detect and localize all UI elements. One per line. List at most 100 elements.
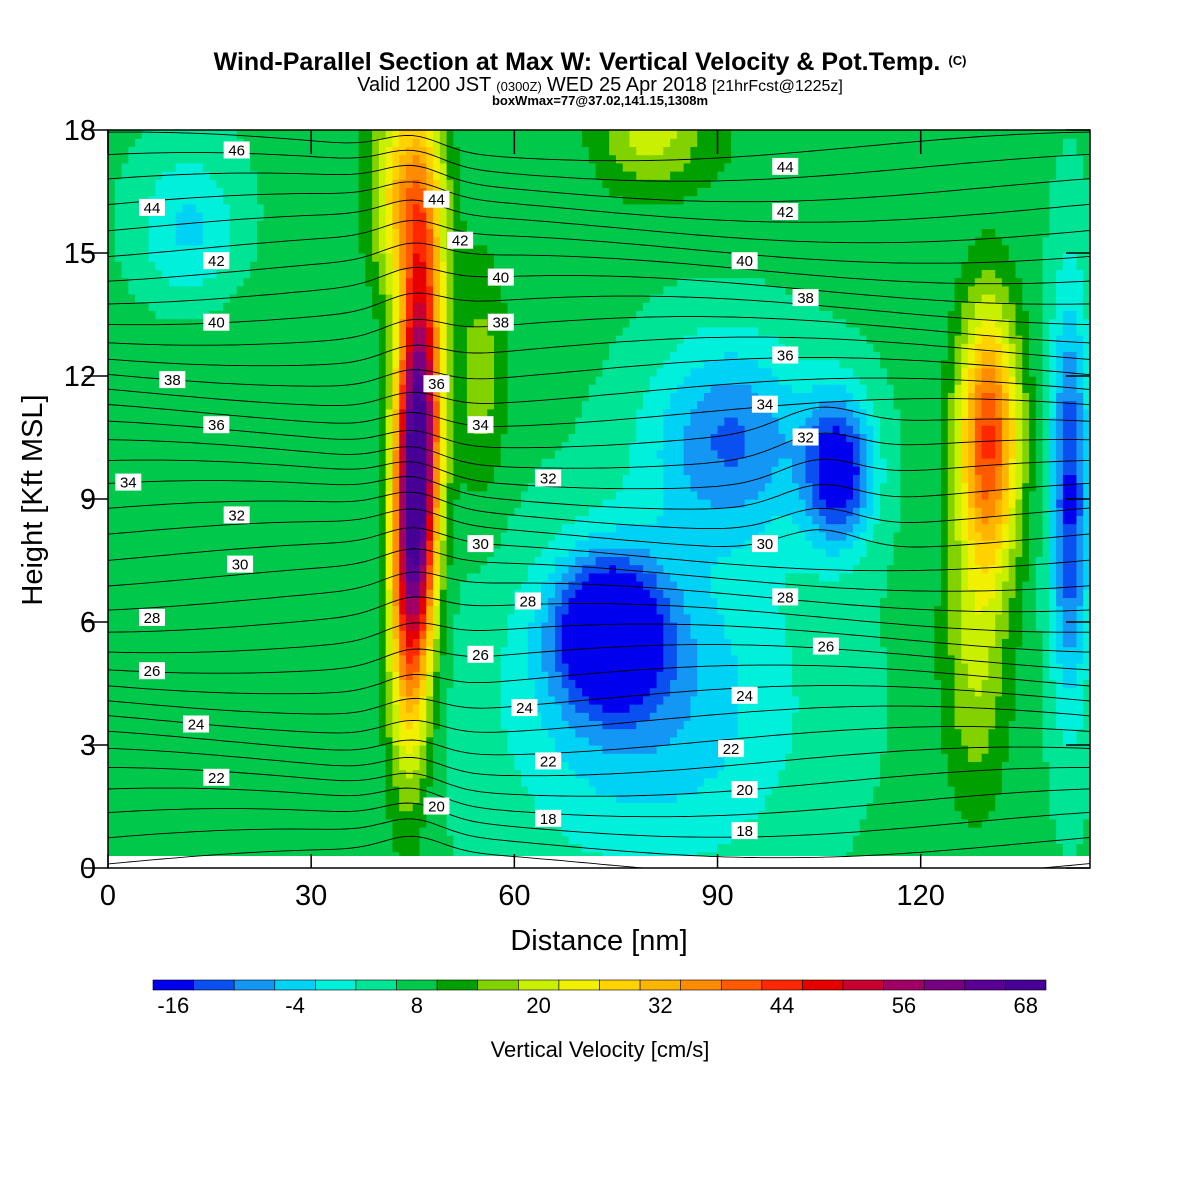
velocity-cell — [426, 277, 434, 287]
velocity-cell — [236, 343, 245, 352]
velocity-cell — [372, 777, 380, 787]
velocity-cell — [405, 130, 414, 139]
velocity-cell — [405, 728, 414, 738]
velocity-cell — [229, 745, 238, 754]
velocity-cell — [290, 605, 299, 615]
velocity-cell — [439, 827, 448, 836]
velocity-cell — [189, 499, 197, 508]
velocity-cell — [121, 162, 129, 172]
velocity-cell — [290, 515, 299, 525]
velocity-cell — [378, 556, 387, 566]
velocity-cell — [412, 499, 421, 508]
velocity-cell — [317, 499, 326, 508]
velocity-cell — [196, 810, 204, 820]
velocity-cell — [155, 343, 163, 352]
velocity-cell — [473, 212, 482, 221]
velocity-cell — [453, 490, 461, 500]
velocity-cell — [168, 162, 177, 172]
velocity-cell — [324, 351, 333, 361]
velocity-cell — [135, 367, 143, 377]
velocity-cell — [182, 449, 190, 459]
velocity-cell — [229, 171, 238, 180]
velocity-cell — [297, 736, 305, 746]
velocity-cell — [426, 294, 434, 303]
velocity-cell — [135, 695, 143, 705]
velocity-cell — [277, 244, 285, 254]
velocity-cell — [155, 482, 163, 492]
velocity-cell — [189, 212, 197, 221]
velocity-cell — [392, 613, 400, 623]
velocity-cell — [378, 458, 387, 467]
velocity-cell — [135, 564, 143, 574]
velocity-cell — [460, 277, 468, 287]
velocity-cell — [480, 597, 488, 607]
velocity-cell — [331, 630, 339, 639]
velocity-cell — [311, 507, 319, 516]
velocity-cell — [196, 392, 204, 402]
velocity-cell — [439, 146, 448, 156]
velocity-cell — [466, 187, 475, 197]
velocity-cell — [426, 761, 434, 771]
velocity-cell — [290, 146, 299, 156]
velocity-cell — [236, 162, 245, 172]
velocity-cell — [128, 195, 136, 205]
velocity-cell — [460, 269, 468, 279]
velocity-cell — [168, 474, 177, 484]
velocity-cell — [182, 343, 190, 352]
velocity-cell — [148, 179, 157, 188]
velocity-cell — [182, 622, 190, 631]
velocity-cell — [182, 417, 190, 426]
velocity-cell — [378, 843, 387, 853]
velocity-cell — [175, 663, 184, 672]
velocity-cell — [405, 704, 414, 713]
velocity-cell — [345, 203, 353, 213]
velocity-cell — [135, 613, 143, 623]
velocity-cell — [135, 720, 143, 730]
velocity-cell — [121, 490, 129, 500]
velocity-cell — [311, 802, 319, 812]
velocity-cell — [209, 138, 217, 147]
velocity-cell — [243, 605, 251, 615]
velocity-cell — [378, 359, 387, 369]
velocity-cell — [209, 843, 217, 853]
velocity-cell — [324, 794, 333, 803]
velocity-cell — [189, 138, 197, 147]
velocity-cell — [412, 277, 421, 287]
velocity-cell — [243, 531, 251, 541]
velocity-cell — [223, 720, 231, 730]
velocity-cell — [209, 400, 217, 410]
velocity-cell — [446, 433, 454, 443]
velocity-cell — [345, 376, 353, 385]
velocity-cell — [372, 835, 380, 844]
velocity-cell — [284, 277, 292, 287]
velocity-cell — [223, 376, 231, 385]
velocity-cell — [297, 425, 305, 434]
velocity-cell — [209, 622, 217, 631]
velocity-cell — [229, 761, 238, 771]
velocity-cell — [148, 540, 157, 549]
velocity-cell — [196, 146, 204, 156]
velocity-cell — [135, 228, 143, 238]
velocity-cell — [385, 679, 394, 689]
velocity-cell — [439, 400, 448, 410]
velocity-cell — [155, 212, 163, 221]
velocity-cell — [182, 171, 190, 180]
velocity-cell — [196, 154, 204, 164]
velocity-cell — [297, 507, 305, 516]
velocity-cell — [365, 310, 373, 320]
velocity-cell — [304, 269, 312, 279]
velocity-cell — [121, 613, 129, 623]
velocity-cell — [399, 269, 407, 279]
velocity-cell — [378, 531, 387, 541]
velocity-cell — [378, 335, 387, 344]
velocity-cell — [331, 162, 339, 172]
velocity-cell — [358, 490, 366, 500]
velocity-cell — [243, 425, 251, 434]
velocity-cell — [426, 540, 434, 549]
velocity-cell — [216, 228, 224, 238]
velocity-cell — [250, 761, 258, 771]
velocity-cell — [270, 761, 278, 771]
velocity-cell — [311, 638, 319, 648]
velocity-cell — [405, 482, 414, 492]
velocity-cell — [311, 187, 319, 197]
